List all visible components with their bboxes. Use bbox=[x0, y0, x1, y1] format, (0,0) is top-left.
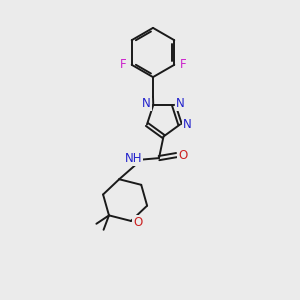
Text: NH: NH bbox=[124, 152, 142, 165]
Text: N: N bbox=[176, 97, 185, 110]
Text: N: N bbox=[183, 118, 192, 131]
Text: N: N bbox=[142, 97, 151, 110]
Text: O: O bbox=[133, 216, 142, 229]
Text: O: O bbox=[178, 148, 188, 162]
Text: F: F bbox=[120, 58, 127, 71]
Text: F: F bbox=[179, 58, 186, 71]
